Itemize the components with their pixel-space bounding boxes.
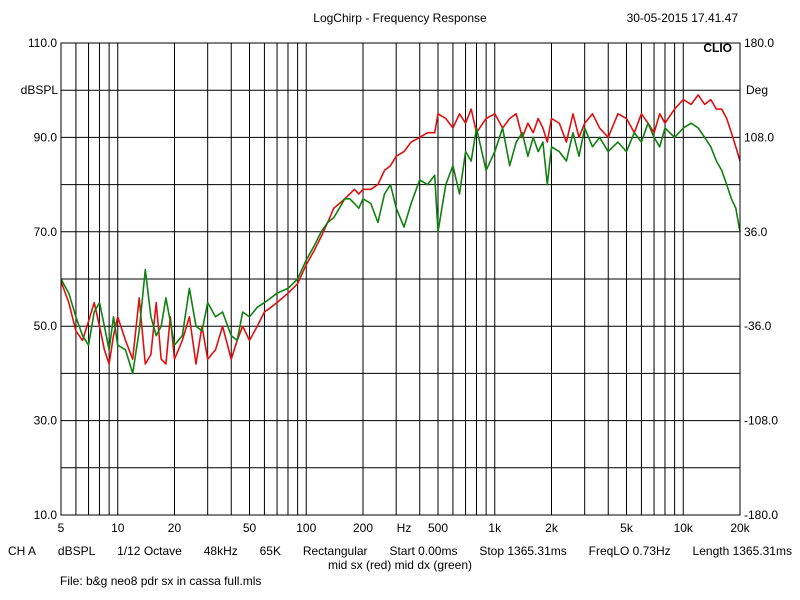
x-tick-label: 5k [620,521,634,535]
setting-item: 1/12 Octave [117,544,182,558]
y-tick-label: 10.0 [34,508,58,522]
y2-tick-label: -36.0 [744,319,772,333]
series-line-red [60,94,741,365]
y2-axis-label: Deg [746,83,768,97]
x-tick-label: 20 [168,521,182,535]
setting-item: dBSPL [57,544,96,558]
setting-item: Start 0.00ms [389,544,458,558]
x-axis-unit: Hz [397,521,412,535]
y-tick-label: 50.0 [34,319,58,333]
series-line-green [60,122,741,375]
x-tick-label: 500 [428,521,448,535]
y-tick-label: 110.0 [28,36,57,50]
setting-item: Length 1365.31ms [692,544,792,558]
setting-item: 48kHz [203,544,238,558]
setting-item: Rectangular [302,544,368,558]
x-tick-label: 200 [353,521,373,535]
x-tick-label: 5 [58,521,65,535]
x-tick-label: 20k [730,521,750,535]
tick-labels: 5 10 20 50 100 200 500 1k 2k 5k 10k 20k Hz 110.0 90.0 7… [28,36,778,535]
setting-item: 65K [259,544,281,558]
setting-item: Stop 1365.31ms [479,544,567,558]
plot-frame [60,42,741,516]
chart-timestamp: 30-05-2015 17.41.47 [627,11,739,25]
grid-lines [60,42,741,516]
setting-item: FreqLO 0.73Hz [588,544,671,558]
y2-tick-label: 36.0 [744,225,768,239]
y2-tick-label: -108.0 [744,414,778,428]
x-tick-label: 100 [296,521,316,535]
y-tick-label: 90.0 [34,130,58,144]
x-tick-label: 1k [488,521,502,535]
y-tick-label: 30.0 [34,414,58,428]
file-name: File: b&g neo8 pdr sx in cassa full.mls [60,574,262,588]
x-tick-label: 2k [545,521,559,535]
x-tick-label: 50 [243,521,257,535]
y2-tick-label: -180.0 [744,508,778,522]
measurement-settings: CH A dBSPL 1/12 Octave 48kHz 65K Rectangular S… [8,544,792,558]
y-axis-label: dBSPL [21,83,59,97]
brand-label: CLIO [703,41,732,55]
series-group [60,94,741,375]
x-tick-label: 10k [674,521,694,535]
setting-item: CH A [8,544,37,558]
y2-tick-label: 180.0 [744,36,774,50]
x-tick-label: 10 [111,521,125,535]
chart-title: LogChirp - Frequency Response [313,11,487,25]
y2-tick-label: 108.0 [744,130,774,144]
legend-text: mid sx (red) mid dx (green) [327,558,473,572]
y-tick-label: 70.0 [34,225,58,239]
